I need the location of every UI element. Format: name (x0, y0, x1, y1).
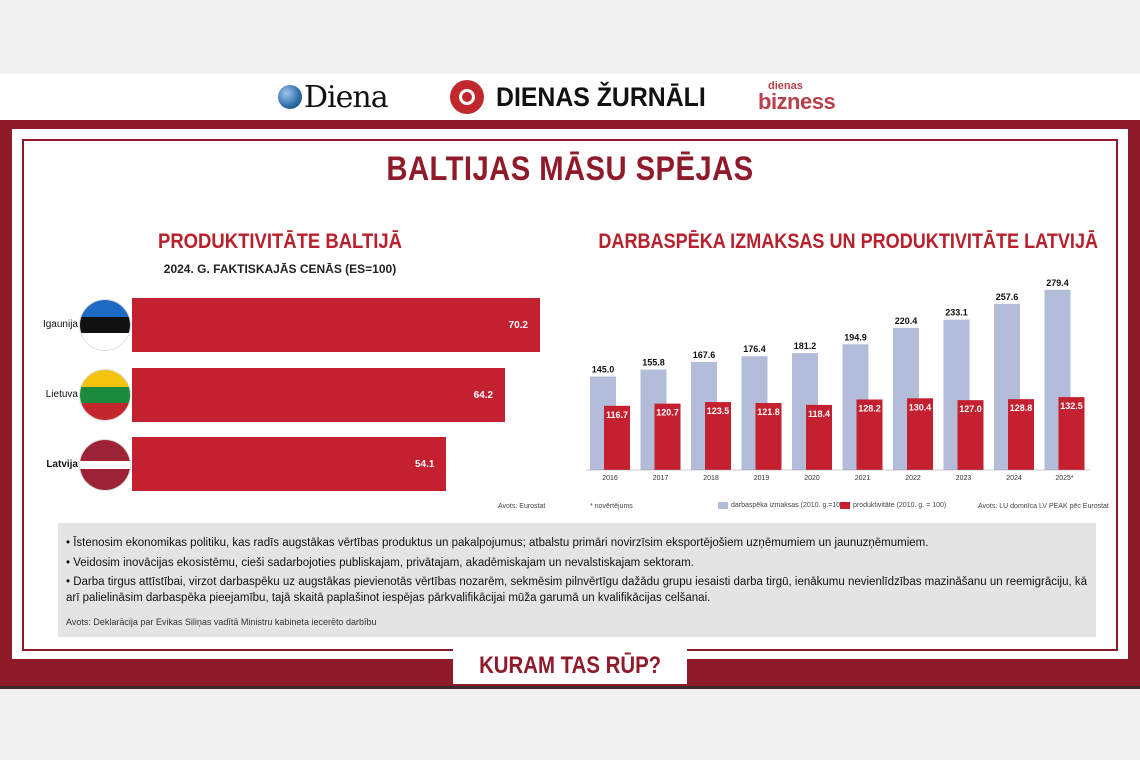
cost-label-2024: 257.6 (996, 292, 1019, 302)
legend-cost-label: darbaspēka izmaksas (2010. g.=100) (731, 502, 847, 509)
hbar-label-latvija: Latvija (46, 459, 78, 470)
latvia-flag-icon (80, 440, 130, 490)
dienas-zurnali-logo-text: DIENAS ŽURNĀLI (496, 81, 706, 112)
prod-label-2018: 123.5 (707, 406, 730, 416)
right-chart-source: Avots: LU domnīca LV PEAK pēc Eurostat (978, 503, 1109, 510)
right-chart-footnote: * novērtējums (590, 503, 633, 510)
hbar-value-igaunija: 70.2 (508, 320, 528, 331)
dienas-bizness-logo[interactable]: dienas bizness (758, 80, 836, 114)
year-label-2024: 2024 (1006, 475, 1022, 482)
cost-label-2019: 176.4 (743, 344, 766, 354)
legend-prod-swatch (840, 502, 850, 509)
cost-label-2023: 233.1 (945, 308, 968, 318)
globe-icon (278, 85, 302, 109)
frame-bottom-line (0, 686, 1140, 689)
hbar-label-lietuva: Lietuva (45, 389, 78, 400)
year-label-2019: 2019 (754, 475, 770, 482)
prod-bar-2024 (1008, 399, 1034, 470)
year-label-2021: 2021 (855, 475, 871, 482)
dienas-zurnali-logo[interactable]: DIENAS ŽURNĀLI (450, 80, 724, 114)
infographic-title: BALTIJAS MĀSU SPĒJAS (386, 150, 754, 188)
prod-label-2025*: 132.5 (1060, 401, 1083, 411)
prod-label-2016: 116.7 (606, 410, 628, 420)
prod-label-2021: 128.2 (858, 403, 881, 413)
cost-label-2018: 167.6 (693, 350, 716, 360)
left-chart-source: Avots: Eurostat (498, 503, 546, 510)
hbar-latvija (132, 437, 447, 491)
hbar-value-lietuva: 64.2 (473, 390, 494, 401)
declaration-text-box (58, 523, 1096, 637)
hbar-lietuva (132, 368, 506, 422)
bullet-1: • Īstenosim ekonomikas politiku, kas rad… (66, 537, 929, 549)
cost-label-2021: 194.9 (844, 332, 867, 342)
prod-label-2022: 130.4 (909, 402, 932, 412)
year-label-2020: 2020 (804, 475, 820, 482)
estonia-flag-icon (80, 300, 130, 350)
hbar-label-igaunija: Igaunija (42, 319, 78, 330)
prod-bar-2016 (604, 405, 630, 470)
declaration-source: Avots: Deklarācija par Evikas Siliņas va… (66, 617, 377, 627)
hbar-value-latvija: 54.1 (414, 459, 435, 470)
bullet-3: • Darba tirgus attīstībai, virzot darbas… (66, 576, 1088, 604)
lithuania-flag-icon (80, 370, 130, 420)
year-label-2017: 2017 (653, 475, 669, 482)
prod-bar-2023 (957, 400, 984, 470)
dienas-bizness-logo-small: dienas (768, 80, 803, 92)
hbar-igaunija (132, 298, 540, 352)
diena-logo[interactable]: Diena (278, 79, 389, 115)
legend-cost: darbaspēka izmaksas (2010. g.=100) (718, 502, 846, 509)
legend-cost-swatch (718, 502, 728, 509)
cost-label-2017: 155.8 (642, 358, 665, 368)
prod-bar-2019 (755, 403, 782, 470)
dienas-bizness-logo-big: bizness (758, 89, 836, 114)
logo-bar: Diena DIENAS ŽURNĀLI dienas bizness (0, 74, 1140, 120)
diena-logo-text: Diena (304, 79, 389, 115)
year-label-2025*: 2025* (1055, 475, 1074, 482)
legend-prod-label: produktivitāte (2010. g. = 100) (853, 502, 947, 509)
dienas-zurnali-badge-icon (450, 80, 484, 114)
left-chart-title: PRODUKTIVITĀTE BALTIJĀ (157, 230, 403, 253)
prod-label-2017: 120.7 (656, 408, 679, 418)
year-label-2023: 2023 (956, 475, 972, 482)
prod-label-2020: 118.4 (808, 409, 830, 419)
cost-label-2016: 145.0 (592, 364, 615, 374)
year-label-2022: 2022 (905, 475, 921, 482)
prod-bar-2017 (654, 403, 681, 470)
cost-label-2020: 181.2 (794, 341, 817, 351)
year-label-2018: 2018 (703, 475, 719, 482)
prod-bar-2018 (705, 402, 731, 470)
left-chart-subtitle: 2024. G. FAKTISKAJĀS CENĀS (ES=100) (163, 262, 397, 276)
bottom-label-text: KURAM TAS RŪP? (478, 652, 662, 679)
cost-label-2022: 220.4 (895, 316, 918, 326)
prod-bar-2020 (806, 404, 832, 470)
prod-bar-2022 (907, 398, 933, 470)
prod-label-2019: 121.8 (757, 407, 780, 417)
prod-bar-2025* (1058, 397, 1085, 470)
prod-bar-2021 (856, 399, 883, 470)
year-label-2016: 2016 (602, 475, 618, 482)
prod-label-2023: 127.0 (959, 404, 982, 414)
cost-label-2025*: 279.4 (1046, 278, 1069, 288)
bottom-label: KURAM TAS RŪP? (453, 648, 687, 684)
legend-prod: produktivitāte (2010. g. = 100) (840, 502, 946, 509)
right-chart-title: DARBASPĒKA IZMAKSAS UN PRODUKTIVITĀTE LA… (598, 230, 1099, 253)
prod-label-2024: 128.8 (1010, 403, 1033, 413)
bullet-2: • Veidosim inovācijas ekosistēmu, cieši … (66, 557, 694, 569)
